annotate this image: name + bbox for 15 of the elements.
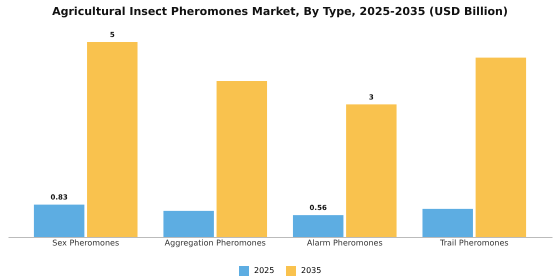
bar (87, 42, 138, 237)
bar (292, 215, 344, 237)
x-tick-label: Alarm Pheromones (306, 238, 383, 248)
x-tick-label: Trail Pheromones (439, 238, 509, 248)
bar (163, 210, 214, 237)
x-tick-label: Sex Pheromones (52, 238, 120, 248)
bar (422, 208, 473, 237)
legend-label: 2025 (254, 266, 274, 275)
bar (476, 58, 526, 237)
bar (216, 81, 268, 237)
x-tick-label: Aggregation Pheromones (164, 238, 266, 248)
chart-title: Agricultural Insect Pheromones Market, By Type, 2025-2035 (USD Billion) (52, 5, 508, 18)
legend-label: 2035 (301, 266, 322, 275)
bar (34, 204, 84, 237)
bar (346, 104, 397, 237)
